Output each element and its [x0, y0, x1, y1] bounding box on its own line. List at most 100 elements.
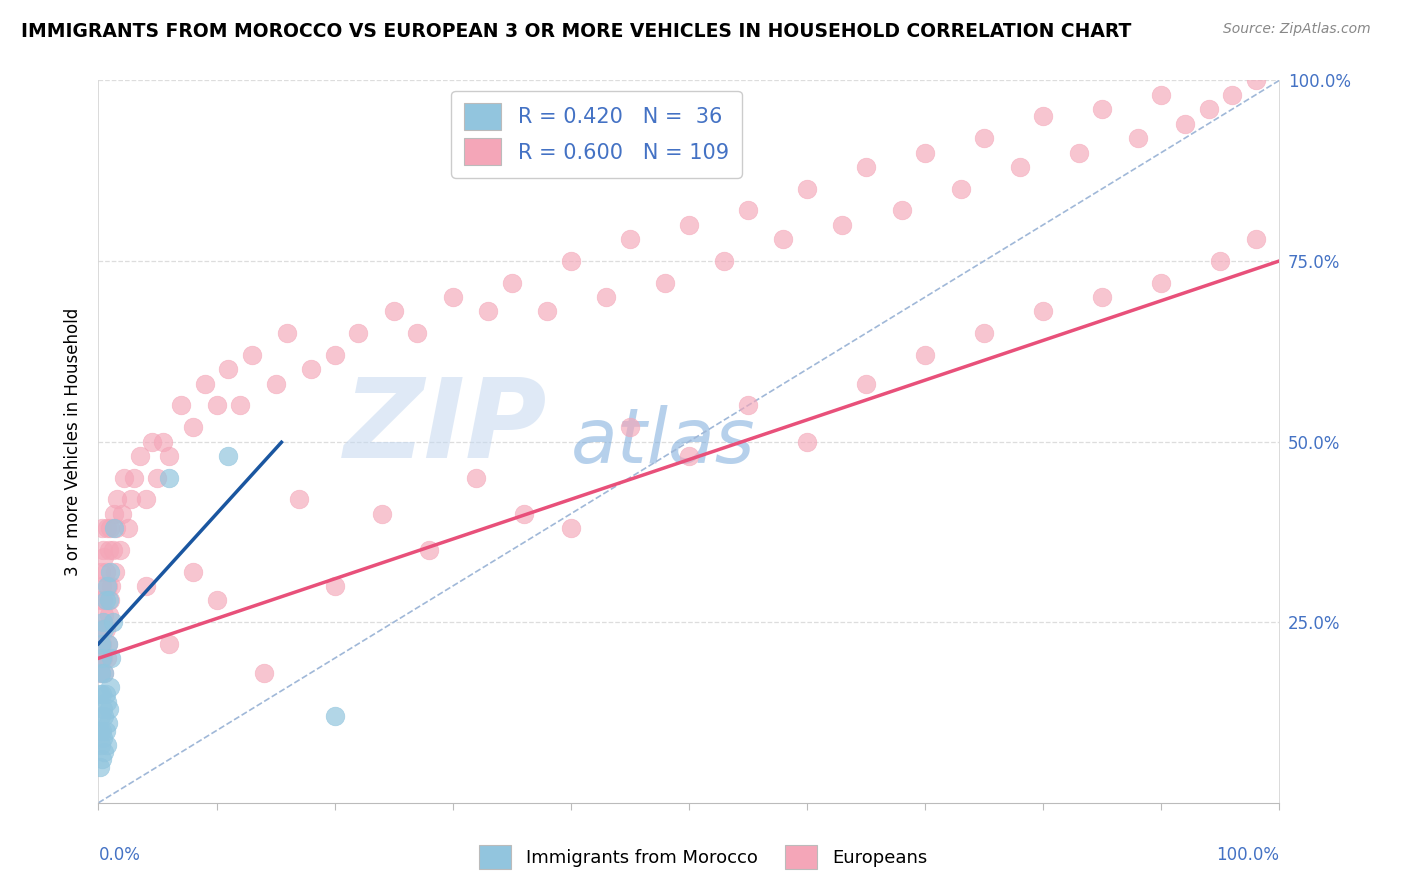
Point [796, 434, 818, 449]
Point [1126, 131, 1149, 145]
Point [406, 326, 429, 340]
Point [217, 362, 239, 376]
Point [323, 579, 346, 593]
Point [157, 449, 180, 463]
Point [89, 687, 111, 701]
Point [96, 579, 118, 593]
Point [91, 752, 114, 766]
Point [91, 521, 114, 535]
Point [1067, 145, 1090, 160]
Point [96, 521, 118, 535]
Point [1150, 87, 1173, 102]
Point [103, 521, 125, 535]
Text: 0.0%: 0.0% [98, 847, 141, 864]
Point [93, 665, 115, 680]
Point [121, 492, 143, 507]
Point [973, 131, 995, 145]
Point [1198, 102, 1220, 116]
Point [796, 182, 818, 196]
Point [288, 492, 311, 507]
Point [146, 470, 169, 484]
Point [112, 470, 135, 484]
Point [217, 449, 239, 463]
Point [100, 579, 122, 593]
Point [101, 615, 124, 630]
Point [91, 702, 114, 716]
Point [90, 709, 112, 723]
Point [91, 615, 114, 630]
Point [678, 218, 700, 232]
Text: Source: ZipAtlas.com: Source: ZipAtlas.com [1223, 22, 1371, 37]
Point [93, 665, 115, 680]
Point [477, 304, 499, 318]
Point [128, 449, 150, 463]
Point [91, 687, 114, 701]
Y-axis label: 3 or more Vehicles in Household: 3 or more Vehicles in Household [63, 308, 82, 575]
Point [371, 507, 394, 521]
Point [1244, 232, 1267, 246]
Point [382, 304, 405, 318]
Point [94, 623, 117, 637]
Point [713, 253, 735, 268]
Point [91, 651, 114, 665]
Point [276, 326, 298, 340]
Point [914, 145, 936, 160]
Point [90, 623, 112, 637]
Point [890, 203, 912, 218]
Point [93, 607, 115, 622]
Point [299, 362, 322, 376]
Point [98, 542, 121, 557]
Point [94, 565, 117, 579]
Point [157, 470, 180, 484]
Legend: Immigrants from Morocco, Europeans: Immigrants from Morocco, Europeans [472, 838, 934, 876]
Point [205, 593, 228, 607]
Legend: R = 0.420   N =  36, R = 0.600   N = 109: R = 0.420 N = 36, R = 0.600 N = 109 [451, 91, 741, 178]
Point [90, 738, 112, 752]
Point [89, 760, 111, 774]
Text: 100.0%: 100.0% [1216, 847, 1279, 864]
Point [152, 434, 174, 449]
Point [194, 376, 217, 391]
Point [654, 276, 676, 290]
Text: atlas: atlas [571, 405, 755, 478]
Point [104, 565, 127, 579]
Point [181, 420, 204, 434]
Point [1091, 290, 1114, 304]
Point [91, 542, 114, 557]
Point [89, 723, 111, 738]
Point [93, 709, 115, 723]
Point [93, 550, 115, 565]
Point [619, 420, 641, 434]
Point [98, 607, 121, 622]
Point [103, 507, 125, 521]
Point [97, 637, 120, 651]
Point [512, 507, 534, 521]
Point [91, 593, 114, 607]
Point [536, 304, 558, 318]
Point [157, 637, 180, 651]
Point [117, 521, 139, 535]
Text: ZIP: ZIP [343, 374, 547, 481]
Point [98, 593, 121, 607]
Point [96, 695, 118, 709]
Point [1244, 73, 1267, 87]
Point [560, 253, 582, 268]
Point [949, 182, 972, 196]
Point [595, 290, 617, 304]
Point [94, 593, 117, 607]
Point [135, 492, 157, 507]
Point [1091, 102, 1114, 116]
Point [122, 470, 145, 484]
Point [831, 218, 853, 232]
Point [181, 565, 204, 579]
Point [94, 723, 117, 738]
Point [105, 521, 128, 535]
Point [772, 232, 794, 246]
Point [240, 348, 263, 362]
Point [94, 687, 117, 701]
Point [855, 376, 877, 391]
Point [98, 565, 121, 579]
Point [91, 579, 114, 593]
Point [229, 398, 252, 412]
Point [170, 398, 193, 412]
